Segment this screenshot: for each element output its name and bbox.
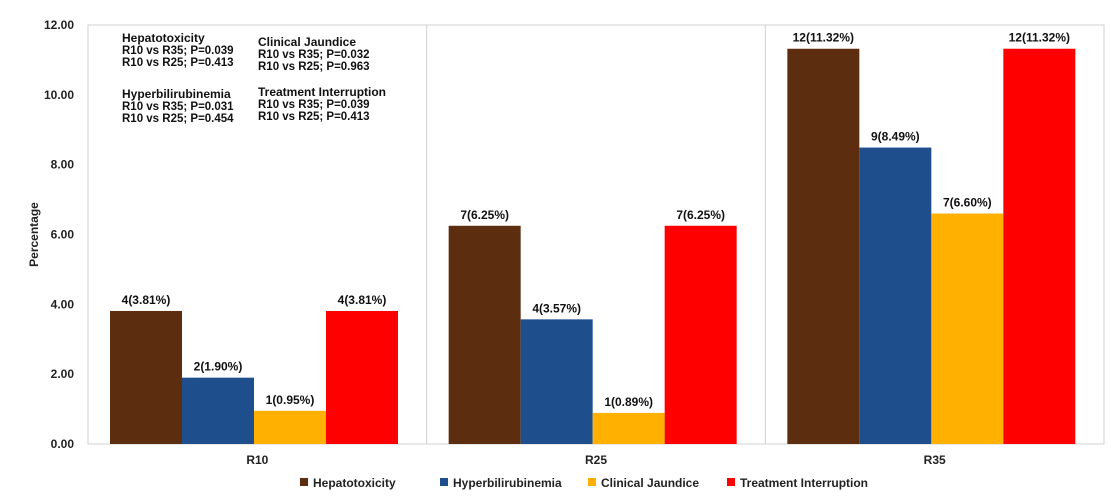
annotation-line: R10 vs R35; P=0.031 bbox=[122, 101, 234, 113]
y-tick-label: 0.00 bbox=[51, 437, 75, 451]
y-tick-label: 2.00 bbox=[51, 367, 75, 381]
bar bbox=[110, 310, 182, 444]
annotation-heading: Treatment Interruption bbox=[258, 85, 386, 99]
data-label: 7(6.25%) bbox=[460, 208, 509, 222]
annotation-line: R10 vs R35; P=0.039 bbox=[258, 99, 370, 111]
bar bbox=[326, 310, 398, 444]
annotation-heading: Hepatotoxicity bbox=[122, 31, 205, 45]
y-tick-label: 4.00 bbox=[51, 297, 75, 311]
data-label: 4(3.81%) bbox=[122, 293, 171, 307]
annotation-heading: Hyperbilirubinemia bbox=[122, 87, 231, 101]
legend-swatch bbox=[727, 478, 735, 486]
data-label: 7(6.60%) bbox=[943, 196, 992, 210]
bar bbox=[1003, 48, 1076, 444]
data-label: 1(0.89%) bbox=[604, 395, 653, 409]
legend-label: Treatment Interruption bbox=[740, 476, 868, 490]
annotation-line: R10 vs R25; P=0.454 bbox=[122, 113, 234, 125]
bar bbox=[931, 213, 1004, 444]
bar bbox=[592, 412, 665, 444]
bar bbox=[182, 377, 254, 444]
data-label: 4(3.57%) bbox=[532, 301, 581, 315]
data-label: 4(3.81%) bbox=[338, 293, 387, 307]
bar bbox=[254, 410, 326, 444]
legend-label: Hepatotoxicity bbox=[313, 476, 396, 490]
bar bbox=[520, 319, 593, 444]
bar bbox=[448, 225, 521, 444]
x-category-label: R10 bbox=[246, 453, 268, 467]
data-label: 7(6.25%) bbox=[676, 208, 725, 222]
y-tick-label: 10.00 bbox=[44, 88, 74, 102]
y-tick-label: 8.00 bbox=[51, 158, 75, 172]
y-axis-title: Percentage bbox=[27, 202, 41, 267]
bar bbox=[859, 147, 932, 444]
y-tick-label: 6.00 bbox=[51, 228, 75, 242]
annotation-line: R10 vs R25; P=0.963 bbox=[258, 61, 370, 73]
annotation-heading: Clinical Jaundice bbox=[258, 35, 356, 49]
annotation-line: R10 vs R35; P=0.039 bbox=[122, 45, 234, 57]
bar bbox=[664, 225, 737, 444]
legend-label: Clinical Jaundice bbox=[601, 476, 699, 490]
legend-label: Hyperbilirubinemia bbox=[453, 476, 562, 490]
bar bbox=[787, 48, 860, 444]
x-category-label: R35 bbox=[924, 453, 946, 467]
annotation-line: R10 vs R25; P=0.413 bbox=[258, 111, 370, 123]
y-tick-label: 12.00 bbox=[44, 18, 74, 32]
data-label: 1(0.95%) bbox=[266, 393, 315, 407]
data-label: 12(11.32%) bbox=[793, 31, 854, 45]
annotation-line: R10 vs R35; P=0.032 bbox=[258, 49, 370, 61]
data-label: 9(8.49%) bbox=[871, 130, 920, 144]
legend-swatch bbox=[588, 478, 596, 486]
legend-swatch bbox=[440, 478, 448, 486]
annotation-line: R10 vs R25; P=0.413 bbox=[122, 57, 234, 69]
data-label: 12(11.32%) bbox=[1009, 31, 1070, 45]
x-category-label: R25 bbox=[585, 453, 607, 467]
data-label: 2(1.90%) bbox=[194, 360, 243, 374]
legend-swatch bbox=[300, 478, 308, 486]
